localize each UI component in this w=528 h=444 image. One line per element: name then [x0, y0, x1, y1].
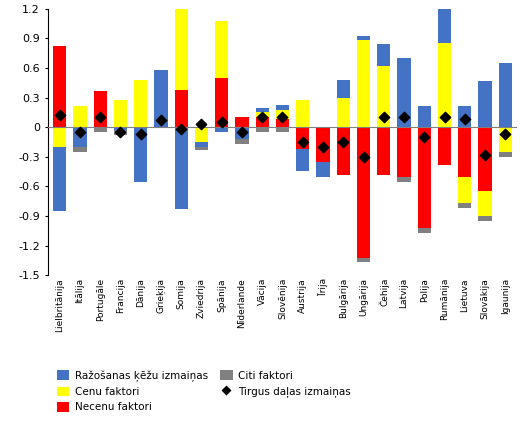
Bar [296, 149, 309, 170]
Bar [215, 78, 228, 127]
Bar [478, 216, 492, 221]
Bar [134, 80, 147, 127]
Point [380, 114, 388, 121]
Bar [418, 228, 431, 233]
Point [238, 129, 246, 136]
Bar [316, 127, 329, 162]
Bar [53, 46, 66, 127]
Bar [73, 147, 87, 152]
Bar [478, 81, 492, 127]
Bar [53, 127, 66, 147]
Point [420, 134, 429, 141]
Bar [438, 127, 451, 165]
Bar [337, 80, 350, 98]
Bar [458, 106, 472, 127]
Bar [337, 127, 350, 174]
Bar [377, 66, 390, 127]
Point [501, 131, 510, 138]
Legend: Ražošanas ķēžu izmaiņas, Cenu faktori, Necenu faktori, Citi faktori, Tirgus daļa: Ražošanas ķēžu izmaiņas, Cenu faktori, N… [53, 366, 355, 416]
Point [76, 129, 84, 136]
Bar [458, 127, 472, 177]
Bar [93, 91, 107, 127]
Bar [256, 112, 269, 117]
Point [440, 114, 449, 121]
Point [359, 153, 367, 160]
Bar [398, 177, 411, 182]
Bar [478, 127, 492, 191]
Bar [276, 119, 289, 127]
Bar [256, 107, 269, 112]
Point [339, 139, 347, 146]
Point [177, 126, 185, 133]
Point [197, 121, 206, 128]
Bar [215, 127, 228, 132]
Bar [175, 6, 188, 90]
Point [278, 114, 287, 121]
Bar [215, 21, 228, 78]
Bar [114, 99, 127, 127]
Point [460, 116, 469, 123]
Bar [296, 127, 309, 149]
Point [218, 119, 226, 126]
Bar [114, 127, 127, 130]
Bar [195, 147, 208, 150]
Bar [499, 152, 512, 157]
Bar [256, 127, 269, 132]
Bar [357, 40, 370, 127]
Bar [418, 127, 431, 228]
Bar [357, 36, 370, 40]
Bar [73, 106, 87, 127]
Bar [377, 127, 390, 174]
Bar [458, 177, 472, 203]
Bar [499, 127, 512, 152]
Bar [235, 139, 249, 144]
Bar [398, 58, 411, 127]
Bar [235, 127, 249, 139]
Bar [73, 127, 87, 147]
Bar [458, 203, 472, 208]
Point [157, 117, 165, 124]
Bar [175, 127, 188, 209]
Bar [316, 162, 329, 177]
Bar [296, 99, 309, 127]
Bar [114, 130, 127, 135]
Point [319, 143, 327, 151]
Bar [438, 44, 451, 127]
Bar [418, 106, 431, 127]
Point [481, 151, 489, 159]
Point [116, 129, 125, 136]
Bar [134, 127, 147, 182]
Bar [398, 127, 411, 177]
Bar [478, 191, 492, 216]
Point [55, 112, 64, 119]
Point [298, 139, 307, 146]
Bar [195, 127, 208, 142]
Bar [53, 147, 66, 211]
Point [96, 114, 105, 121]
Bar [175, 90, 188, 127]
Bar [235, 117, 249, 127]
Bar [276, 127, 289, 132]
Bar [195, 142, 208, 147]
Bar [357, 127, 370, 258]
Bar [377, 44, 390, 66]
Bar [438, 0, 451, 44]
Bar [499, 63, 512, 127]
Point [136, 131, 145, 138]
Point [400, 114, 408, 121]
Bar [276, 110, 289, 119]
Bar [256, 117, 269, 127]
Bar [93, 127, 107, 132]
Bar [154, 70, 167, 127]
Bar [337, 98, 350, 127]
Bar [357, 258, 370, 262]
Bar [276, 105, 289, 110]
Point [258, 114, 267, 121]
